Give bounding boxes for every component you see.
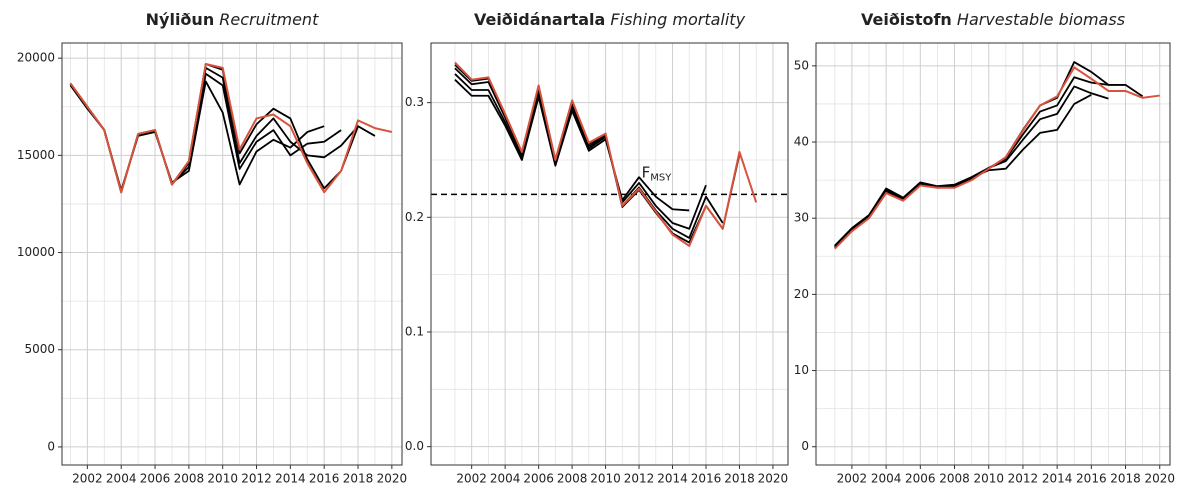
y-tick-label: 0.1: [405, 324, 424, 338]
x-tick-label: 2006: [905, 472, 936, 486]
x-tick-label: 2010: [207, 472, 238, 486]
x-tick-label: 2008: [557, 472, 588, 486]
reference-label: FMSY: [642, 163, 673, 184]
series-line: [834, 85, 1109, 247]
x-tick-label: 2004: [871, 472, 902, 486]
x-tick-label: 2008: [174, 472, 205, 486]
y-tick-label: 20000: [17, 51, 55, 65]
x-tick-label: 2004: [490, 472, 521, 486]
y-tick-label: 10: [794, 363, 809, 377]
x-tick-label: 2014: [1042, 472, 1073, 486]
plot-background: [62, 43, 402, 465]
x-tick-label: 2020: [377, 472, 408, 486]
x-tick-label: 2004: [106, 472, 137, 486]
y-tick-label: 5000: [24, 342, 55, 356]
x-tick-label: 2018: [724, 472, 755, 486]
y-tick-label: 0.2: [405, 210, 424, 224]
x-tick-label: 2008: [939, 472, 970, 486]
x-tick-label: 2002: [456, 472, 487, 486]
y-tick-label: 0: [801, 439, 809, 453]
plot-background: [816, 43, 1170, 465]
x-tick-label: 2020: [1144, 472, 1175, 486]
chart-title-en: Recruitment: [219, 10, 319, 29]
y-tick-label: 30: [794, 211, 809, 225]
y-tick-label: 40: [794, 135, 809, 149]
series-line: [454, 73, 707, 230]
x-tick-label: 2002: [837, 472, 868, 486]
reference-label-main: F: [642, 163, 651, 181]
y-tick-label: 0.3: [405, 95, 424, 109]
chart-title-main: Veiðidánartala: [474, 10, 605, 29]
y-tick-label: 0.0: [405, 439, 424, 453]
x-tick-label: 2016: [1076, 472, 1107, 486]
chart-title-en: Harvestable biomass: [957, 10, 1125, 29]
series-line: [69, 62, 393, 194]
x-tick-label: 2020: [758, 472, 789, 486]
x-tick-label: 2006: [140, 472, 171, 486]
x-tick-label: 2010: [590, 472, 621, 486]
x-tick-label: 2018: [1110, 472, 1141, 486]
reference-label-sub: MSY: [650, 172, 672, 183]
plot-background: [431, 43, 788, 465]
y-tick-label: 0: [47, 439, 55, 453]
y-tick-label: 20: [794, 287, 809, 301]
x-tick-label: 2012: [1008, 472, 1039, 486]
x-tick-label: 2012: [624, 472, 655, 486]
chart-title-en: Fishing mortality: [610, 10, 745, 29]
x-tick-label: 2002: [72, 472, 103, 486]
chart-title-main: Nýliðun: [146, 10, 215, 29]
chart-title-main: Veiðistofn: [861, 10, 952, 29]
chart-title: Veiðidánartala Fishing mortality: [474, 10, 746, 29]
x-tick-label: 2018: [343, 472, 374, 486]
series-line: [454, 61, 758, 247]
series-line: [454, 67, 724, 239]
x-tick-label: 2010: [973, 472, 1004, 486]
x-tick-label: 2014: [275, 472, 306, 486]
series-line: [454, 79, 690, 212]
y-tick-label: 50: [794, 58, 809, 72]
y-tick-label: 15000: [17, 148, 55, 162]
series-line: [834, 66, 1160, 250]
y-tick-label: 10000: [17, 245, 55, 259]
plot-frame: [815, 42, 1171, 466]
x-tick-label: 2012: [241, 472, 272, 486]
plot-frame: [61, 42, 403, 466]
x-tick-label: 2016: [309, 472, 340, 486]
chart-title: Veiðistofn Harvestable biomass: [861, 10, 1125, 29]
chart-title: Nýliðun Recruitment: [146, 10, 319, 29]
x-tick-label: 2014: [657, 472, 688, 486]
x-tick-label: 2006: [523, 472, 554, 486]
x-tick-label: 2016: [691, 472, 722, 486]
plot-frame: [430, 42, 789, 466]
